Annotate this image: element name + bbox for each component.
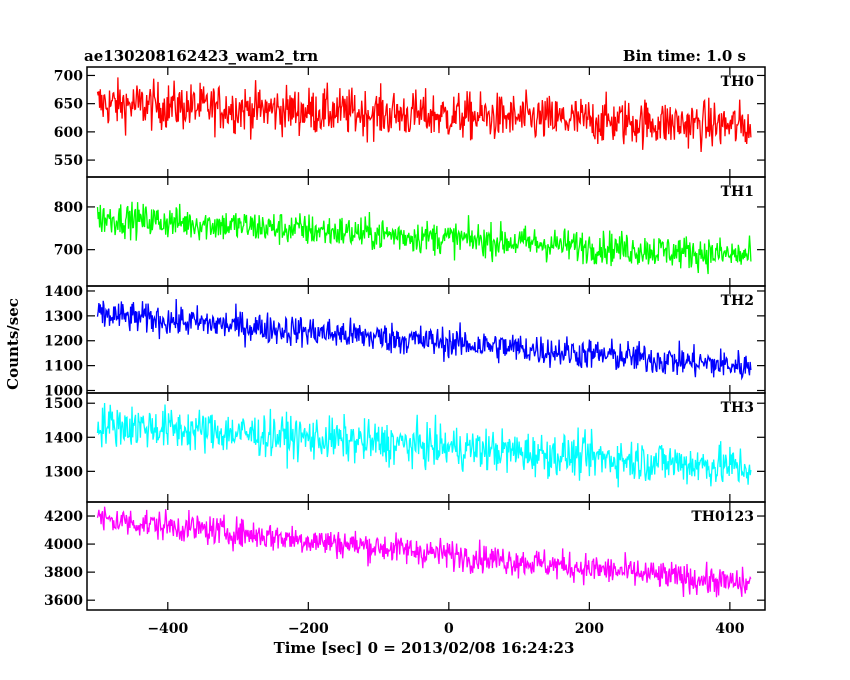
y-tick-label: 1100 [44, 359, 83, 375]
y-tick-label: 700 [54, 243, 83, 259]
y-tick-label: 600 [54, 125, 83, 141]
y-axis-label: Counts/sec [4, 298, 22, 390]
panel-label-th0123: TH0123 [691, 509, 754, 525]
panels-group: 550 600 650 700 TH0 700 800 TH1 1000 1100 1200 1300… [44, 66, 766, 611]
panel-th0: 550 600 650 700 TH0 [54, 66, 766, 178]
series-line-th0 [96, 77, 752, 153]
y-tick-label: 550 [54, 153, 83, 169]
panel-th0123: 3600 3800 4000 4200 TH0123 [44, 501, 766, 611]
x-tick-label: −200 [288, 621, 329, 637]
chart-title-left: ae130208162423_wam2_trn [84, 47, 318, 65]
y-tick-label: 3800 [44, 565, 83, 581]
y-tick-label: 1200 [44, 334, 83, 350]
panel-label-th1: TH1 [721, 184, 754, 200]
y-tick-label: 3600 [44, 593, 83, 609]
y-tick-label: 1300 [44, 464, 83, 480]
y-tick-label: 1400 [44, 284, 83, 300]
y-tick-label: 700 [54, 68, 83, 84]
y-tick-label: 1500 [44, 396, 83, 412]
panel-label-th0: TH0 [721, 74, 755, 90]
series-line-th1 [96, 201, 752, 275]
chart-title-right: Bin time: 1.0 s [623, 47, 746, 65]
x-tick-label: −400 [147, 621, 188, 637]
y-tick-label: 1400 [44, 430, 83, 446]
x-tick-label: 0 [444, 621, 454, 637]
series-line-th2 [96, 298, 752, 381]
x-axis-label: Time [sec] 0 = 2013/02/08 16:24:23 [274, 639, 575, 657]
y-tick-label: 4000 [44, 537, 83, 553]
y-tick-label: 650 [54, 97, 83, 113]
panel-th2: 1000 1100 1200 1300 1400 TH2 [44, 284, 766, 400]
y-tick-label: 800 [54, 200, 83, 216]
series-line-th3 [96, 402, 752, 488]
series-line-th0123 [96, 506, 752, 598]
panel-th3: 1300 1400 1500 TH3 [44, 392, 766, 503]
y-tick-label: 4200 [44, 509, 83, 525]
x-axis: −400 −200 0 200 400 [147, 621, 744, 637]
panel-th1: 700 800 TH1 [54, 176, 766, 287]
panel-label-th2: TH2 [721, 293, 754, 309]
y-tick-label: 1300 [44, 309, 83, 325]
panel-frame [86, 285, 766, 394]
y-tick-label: 1000 [44, 384, 83, 400]
x-tick-label: 400 [715, 621, 744, 637]
x-tick-label: 200 [575, 621, 604, 637]
panel-frame [86, 501, 766, 611]
panel-label-th3: TH3 [721, 400, 754, 416]
